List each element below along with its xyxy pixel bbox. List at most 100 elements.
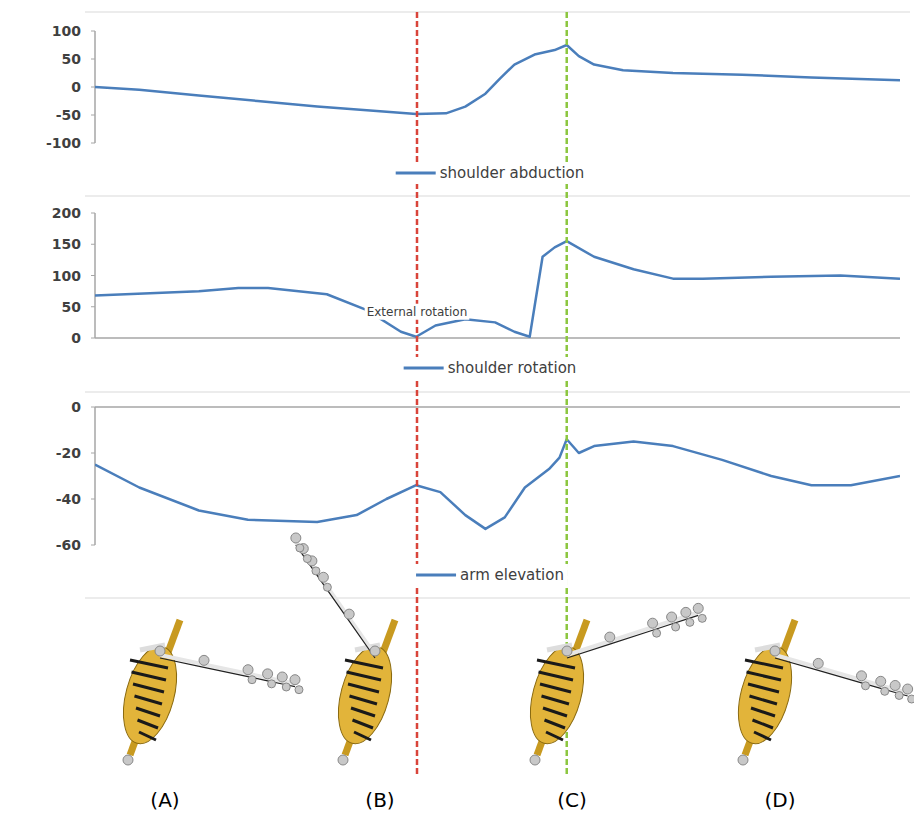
legend-swatch xyxy=(404,367,444,370)
rib xyxy=(353,720,374,728)
joint xyxy=(862,682,870,690)
rib xyxy=(347,672,382,680)
label-patch xyxy=(555,787,589,813)
joint xyxy=(738,755,748,765)
y-axis xyxy=(94,407,96,545)
joint xyxy=(277,672,287,682)
joint xyxy=(890,680,900,690)
joint xyxy=(123,755,133,765)
label-patch xyxy=(365,304,470,320)
joint xyxy=(770,646,780,656)
rib xyxy=(753,720,774,728)
joint xyxy=(282,683,290,691)
label-patch xyxy=(363,787,396,813)
plot-area xyxy=(95,241,900,337)
plot-area xyxy=(95,45,900,114)
label-patch xyxy=(762,787,797,813)
tick-label: 0 xyxy=(71,79,81,95)
joint xyxy=(908,695,914,703)
tick-label: 100 xyxy=(52,23,81,39)
tick-label: 50 xyxy=(62,299,82,315)
legend-swatch xyxy=(416,574,456,577)
tick xyxy=(91,275,95,276)
legend-bg xyxy=(400,357,581,379)
label-group: (B) xyxy=(363,787,396,813)
joint xyxy=(268,680,276,688)
rib xyxy=(754,732,771,740)
series-line xyxy=(95,45,900,114)
joint xyxy=(248,676,256,684)
tick xyxy=(91,87,95,88)
joint xyxy=(243,665,253,675)
tick-label: -50 xyxy=(56,107,82,123)
rib xyxy=(136,708,160,716)
x-axis xyxy=(95,406,900,408)
arm-outline xyxy=(296,545,375,658)
arm-outline xyxy=(775,658,908,696)
panel: 050100150200 xyxy=(52,205,900,346)
joint xyxy=(667,612,677,622)
joint xyxy=(881,687,889,695)
joint xyxy=(312,567,320,575)
legend: shoulder abduction xyxy=(392,162,589,184)
series-line xyxy=(95,439,900,529)
joint xyxy=(653,629,661,637)
tick-label: 150 xyxy=(52,236,81,252)
rib xyxy=(546,732,563,740)
arm-outline xyxy=(567,615,698,658)
tick-label: -60 xyxy=(56,537,82,553)
joint xyxy=(857,671,867,681)
legend-label: arm elevation xyxy=(460,566,564,584)
tick xyxy=(91,338,95,339)
tick xyxy=(91,306,95,307)
torso xyxy=(329,640,401,749)
plot-area xyxy=(95,439,900,529)
tick xyxy=(91,499,95,500)
x-range xyxy=(95,143,900,144)
joint xyxy=(296,544,304,552)
joint xyxy=(686,618,694,626)
torso xyxy=(729,640,801,749)
arm xyxy=(775,655,908,693)
joint xyxy=(323,583,331,591)
joint xyxy=(318,572,328,582)
rib xyxy=(348,684,379,692)
tick-label: 0 xyxy=(71,399,81,415)
legend-bg xyxy=(392,162,589,184)
tick-label: -100 xyxy=(46,135,81,151)
rib xyxy=(354,732,371,740)
pose xyxy=(729,620,914,765)
arm xyxy=(567,612,698,655)
joint xyxy=(344,609,354,619)
joint xyxy=(903,684,913,694)
pose-label: (A) xyxy=(150,788,179,812)
joint xyxy=(290,675,300,685)
joint xyxy=(155,646,165,656)
tick xyxy=(91,213,95,214)
rib xyxy=(750,696,778,704)
joint xyxy=(562,646,572,656)
panel: -60-40-200 xyxy=(56,399,900,553)
tick xyxy=(91,545,95,546)
legend-label: shoulder abduction xyxy=(440,164,585,182)
rib xyxy=(751,708,775,716)
joint xyxy=(876,676,886,686)
label-group: (A) xyxy=(148,787,181,813)
arm xyxy=(296,542,375,655)
joint xyxy=(263,669,273,679)
joint xyxy=(698,614,706,622)
rib xyxy=(748,684,779,692)
x-axis xyxy=(95,337,900,339)
tick-label: 100 xyxy=(52,268,81,284)
joint xyxy=(303,555,311,563)
tick xyxy=(91,31,95,32)
legend: arm elevation xyxy=(412,564,568,586)
separator xyxy=(85,392,910,393)
tick-label: 200 xyxy=(52,205,81,221)
rib xyxy=(139,732,156,740)
tick-label: 50 xyxy=(62,51,82,67)
joint xyxy=(813,658,823,668)
rib xyxy=(540,684,571,692)
tick-label: -20 xyxy=(56,445,82,461)
label-group: External rotation xyxy=(365,304,470,320)
